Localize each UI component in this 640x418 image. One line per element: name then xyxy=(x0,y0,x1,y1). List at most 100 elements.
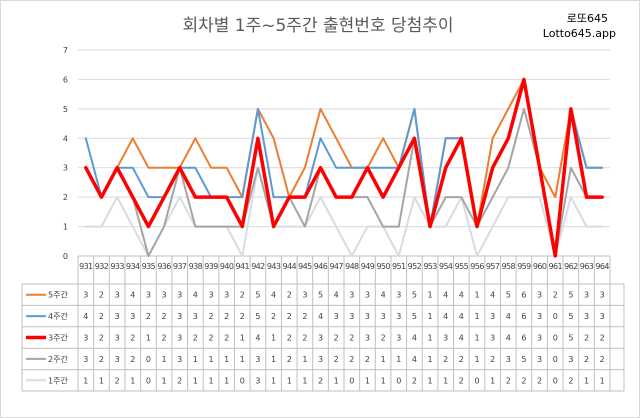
table-cell: 3 xyxy=(177,291,182,300)
table-cell: 4 xyxy=(381,291,386,300)
table-cell: 2 xyxy=(287,334,292,343)
table-cell: 1 xyxy=(600,376,605,385)
table-cell: 1 xyxy=(193,355,198,364)
x-category-label: 947 xyxy=(329,262,343,271)
table-cell: 2 xyxy=(381,334,386,343)
table-cell: 2 xyxy=(302,312,307,321)
x-category-label: 962 xyxy=(564,262,578,271)
table-cell: 3 xyxy=(177,312,182,321)
table-cell: 3 xyxy=(318,334,323,343)
table-cell: 0 xyxy=(240,376,245,385)
table-cell: 3 xyxy=(115,355,120,364)
table-cell: 3 xyxy=(490,312,495,321)
table-cell: 3 xyxy=(365,334,370,343)
table-cell: 2 xyxy=(224,312,229,321)
table-cell: 1 xyxy=(287,376,292,385)
table-cell: 2 xyxy=(287,291,292,300)
table-cell: 3 xyxy=(600,291,605,300)
table-cell: 1 xyxy=(130,376,135,385)
table-cell: 5 xyxy=(255,312,260,321)
table-cell: 1 xyxy=(381,355,386,364)
x-category-label: 957 xyxy=(486,262,500,271)
table-cell: 1 xyxy=(396,355,401,364)
table-cell: 3 xyxy=(349,291,354,300)
table-cell: 3 xyxy=(396,312,401,321)
table-cell: 2 xyxy=(208,334,213,343)
table-cell: 1 xyxy=(146,334,151,343)
table-cell: 4 xyxy=(459,312,464,321)
table-cell: 1 xyxy=(443,376,448,385)
table-cell: 1 xyxy=(474,355,479,364)
table-cell: 2 xyxy=(193,334,198,343)
x-category-label: 961 xyxy=(548,262,562,271)
x-category-label: 940 xyxy=(220,262,234,271)
table-cell: 5 xyxy=(506,291,511,300)
table-cell: 2 xyxy=(302,334,307,343)
table-cell: 1 xyxy=(381,376,386,385)
table-cell: 1 xyxy=(490,376,495,385)
x-category-label: 964 xyxy=(595,262,609,271)
table-cell: 2 xyxy=(600,334,605,343)
table-cell: 1 xyxy=(302,376,307,385)
table-cell: 3 xyxy=(162,291,167,300)
table-cell: 3 xyxy=(584,291,589,300)
table-cell: 2 xyxy=(146,312,151,321)
table-cell: 3 xyxy=(177,334,182,343)
table-cell: 1 xyxy=(162,376,167,385)
series-lines xyxy=(84,77,604,258)
table-cell: 2 xyxy=(600,355,605,364)
x-category-label: 945 xyxy=(298,262,312,271)
x-category-label: 949 xyxy=(361,262,375,271)
x-category-label: 952 xyxy=(408,262,422,271)
table-cell: 5 xyxy=(568,291,573,300)
table-cell: 4 xyxy=(255,334,260,343)
table-cell: 5 xyxy=(318,291,323,300)
table-cell: 6 xyxy=(521,291,526,300)
table-cell: 1 xyxy=(271,355,276,364)
table-cell: 2 xyxy=(99,334,104,343)
x-category-label: 934 xyxy=(126,262,140,271)
x-category-label: 956 xyxy=(470,262,484,271)
table-cell: 3 xyxy=(568,355,573,364)
table-cell: 3 xyxy=(208,291,213,300)
x-category-label: 963 xyxy=(580,262,594,271)
table-cell: 2 xyxy=(490,355,495,364)
legend-label-2: 4주간 xyxy=(48,311,68,321)
table-cell: 3 xyxy=(365,291,370,300)
table-cell: 1 xyxy=(193,376,198,385)
table-cell: 1 xyxy=(224,355,229,364)
y-tick-label-3: 3 xyxy=(63,164,68,173)
chart-title: 회차별 1주~5주간 출현번호 당첨추이 xyxy=(182,16,453,36)
table-cell: 2 xyxy=(162,312,167,321)
table-cell: 1 xyxy=(302,355,307,364)
table-cell: 0 xyxy=(553,376,558,385)
x-category-label: 931 xyxy=(79,262,93,271)
y-tick-label-0: 0 xyxy=(63,252,68,261)
x-category-label: 935 xyxy=(142,262,156,271)
table-cell: 1 xyxy=(428,376,433,385)
table-cell: 2 xyxy=(521,376,526,385)
table-cell: 3 xyxy=(490,334,495,343)
table-cell: 1 xyxy=(83,376,88,385)
table-cell: 4 xyxy=(506,334,511,343)
x-category-label: 939 xyxy=(204,262,218,271)
legend-label-1: 5주간 xyxy=(48,290,68,300)
table-cell: 2 xyxy=(130,334,135,343)
table-cell: 1 xyxy=(162,355,167,364)
series-line-3 xyxy=(84,77,604,258)
y-axis-ticks: 0 1 2 3 4 5 6 7 xyxy=(63,46,68,261)
table-cell: 2 xyxy=(240,312,245,321)
table-cell: 3 xyxy=(365,312,370,321)
y-tick-label-5: 5 xyxy=(63,105,68,114)
table-cell: 2 xyxy=(224,334,229,343)
table-cell: 1 xyxy=(428,312,433,321)
table-cell: 2 xyxy=(412,376,417,385)
table-cell: 3 xyxy=(193,312,198,321)
x-category-label: 951 xyxy=(392,262,406,271)
table-cell: 2 xyxy=(99,291,104,300)
table-cell: 3 xyxy=(537,312,542,321)
table-cell: 2 xyxy=(99,312,104,321)
table-cell: 3 xyxy=(443,334,448,343)
x-category-label: 958 xyxy=(502,262,516,271)
